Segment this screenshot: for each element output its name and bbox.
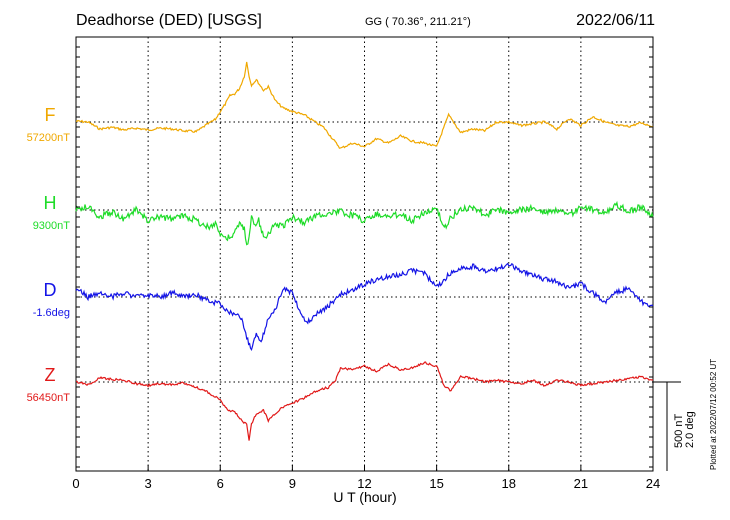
series-labels: F 57200nT H 9300nT D -1.6deg Z 56450nT xyxy=(27,105,71,404)
baselines xyxy=(76,121,653,383)
series-baseline-d: -1.6deg xyxy=(33,307,70,319)
series-baseline-f: 57200nT xyxy=(27,132,71,144)
chart-subtitle: GG ( 70.36°, 211.21°) xyxy=(365,16,471,28)
series-baseline-z: 56450nT xyxy=(27,392,71,404)
series-traces xyxy=(75,61,654,441)
x-axis-label: U T (hour) xyxy=(333,489,396,505)
series-line-d xyxy=(75,262,654,352)
series-line-f xyxy=(75,61,654,149)
series-label-d: D xyxy=(44,280,57,300)
x-tick-label-24: 24 xyxy=(646,476,660,491)
plot-footer: Plotted at 2022/07/12 00:52 UT xyxy=(709,359,718,470)
x-tick-label-3: 3 xyxy=(145,476,152,491)
x-tick-label-9: 9 xyxy=(289,476,296,491)
x-tick-label-0: 0 xyxy=(72,476,79,491)
x-tick-label-18: 18 xyxy=(502,476,516,491)
series-baseline-h: 9300nT xyxy=(33,220,71,232)
series-line-z xyxy=(76,361,654,441)
series-label-f: F xyxy=(45,105,56,125)
chart-title: Deadhorse (DED) [USGS] xyxy=(76,12,262,29)
x-tick-label-6: 6 xyxy=(217,476,224,491)
grid-lines xyxy=(147,37,582,471)
series-label-z: Z xyxy=(45,365,56,385)
x-tick-label-15: 15 xyxy=(429,476,443,491)
x-axis-ticks: 0 3 6 9 12 15 18 21 24 xyxy=(72,46,660,491)
scale-bar-label-nt: 500 nT xyxy=(673,413,685,448)
scale-bar: 500 nT 2.0 deg xyxy=(653,381,696,471)
scale-bar-label-deg: 2.0 deg xyxy=(684,411,696,448)
series-label-h: H xyxy=(44,193,57,213)
x-tick-label-12: 12 xyxy=(357,476,371,491)
x-tick-label-21: 21 xyxy=(574,476,588,491)
series-line-h xyxy=(75,200,654,246)
chart-date: 2022/06/11 xyxy=(576,12,655,29)
